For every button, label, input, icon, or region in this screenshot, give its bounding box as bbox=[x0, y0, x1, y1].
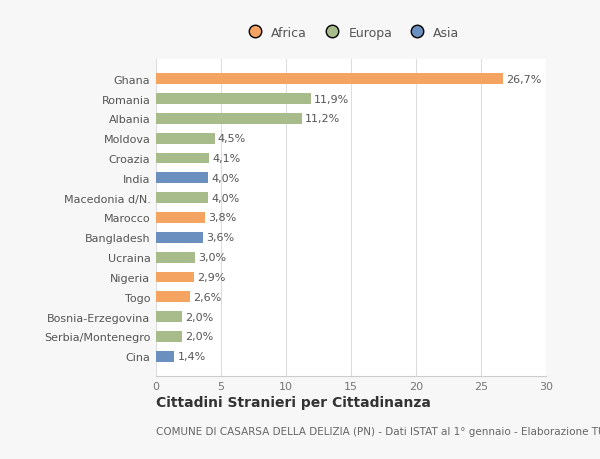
Bar bbox=[156, 292, 190, 302]
Bar bbox=[156, 74, 503, 85]
Bar bbox=[156, 272, 194, 283]
Bar bbox=[156, 193, 208, 204]
Bar bbox=[156, 252, 195, 263]
Bar bbox=[156, 331, 182, 342]
Bar bbox=[156, 94, 311, 105]
Bar bbox=[156, 114, 302, 124]
Bar bbox=[156, 312, 182, 322]
Text: 4,0%: 4,0% bbox=[211, 174, 239, 184]
Text: COMUNE DI CASARSA DELLA DELIZIA (PN) - Dati ISTAT al 1° gennaio - Elaborazione T: COMUNE DI CASARSA DELLA DELIZIA (PN) - D… bbox=[156, 426, 600, 436]
Text: 4,0%: 4,0% bbox=[211, 193, 239, 203]
Text: 11,2%: 11,2% bbox=[305, 114, 340, 124]
Text: 2,0%: 2,0% bbox=[185, 332, 214, 342]
Text: 2,0%: 2,0% bbox=[185, 312, 214, 322]
Text: 11,9%: 11,9% bbox=[314, 94, 349, 104]
Text: 3,0%: 3,0% bbox=[198, 252, 226, 263]
Text: 4,1%: 4,1% bbox=[212, 154, 241, 164]
Text: 1,4%: 1,4% bbox=[178, 352, 206, 362]
Bar bbox=[156, 134, 215, 144]
Text: 3,6%: 3,6% bbox=[206, 233, 234, 243]
Bar bbox=[156, 153, 209, 164]
Text: 2,9%: 2,9% bbox=[197, 272, 226, 282]
Legend: Africa, Europa, Asia: Africa, Europa, Asia bbox=[238, 22, 464, 45]
Bar bbox=[156, 173, 208, 184]
Text: Cittadini Stranieri per Cittadinanza: Cittadini Stranieri per Cittadinanza bbox=[156, 395, 431, 409]
Text: 2,6%: 2,6% bbox=[193, 292, 221, 302]
Bar bbox=[156, 351, 174, 362]
Text: 26,7%: 26,7% bbox=[506, 74, 542, 84]
Bar bbox=[156, 213, 205, 224]
Text: 3,8%: 3,8% bbox=[209, 213, 237, 223]
Bar bbox=[156, 232, 203, 243]
Text: 4,5%: 4,5% bbox=[218, 134, 246, 144]
